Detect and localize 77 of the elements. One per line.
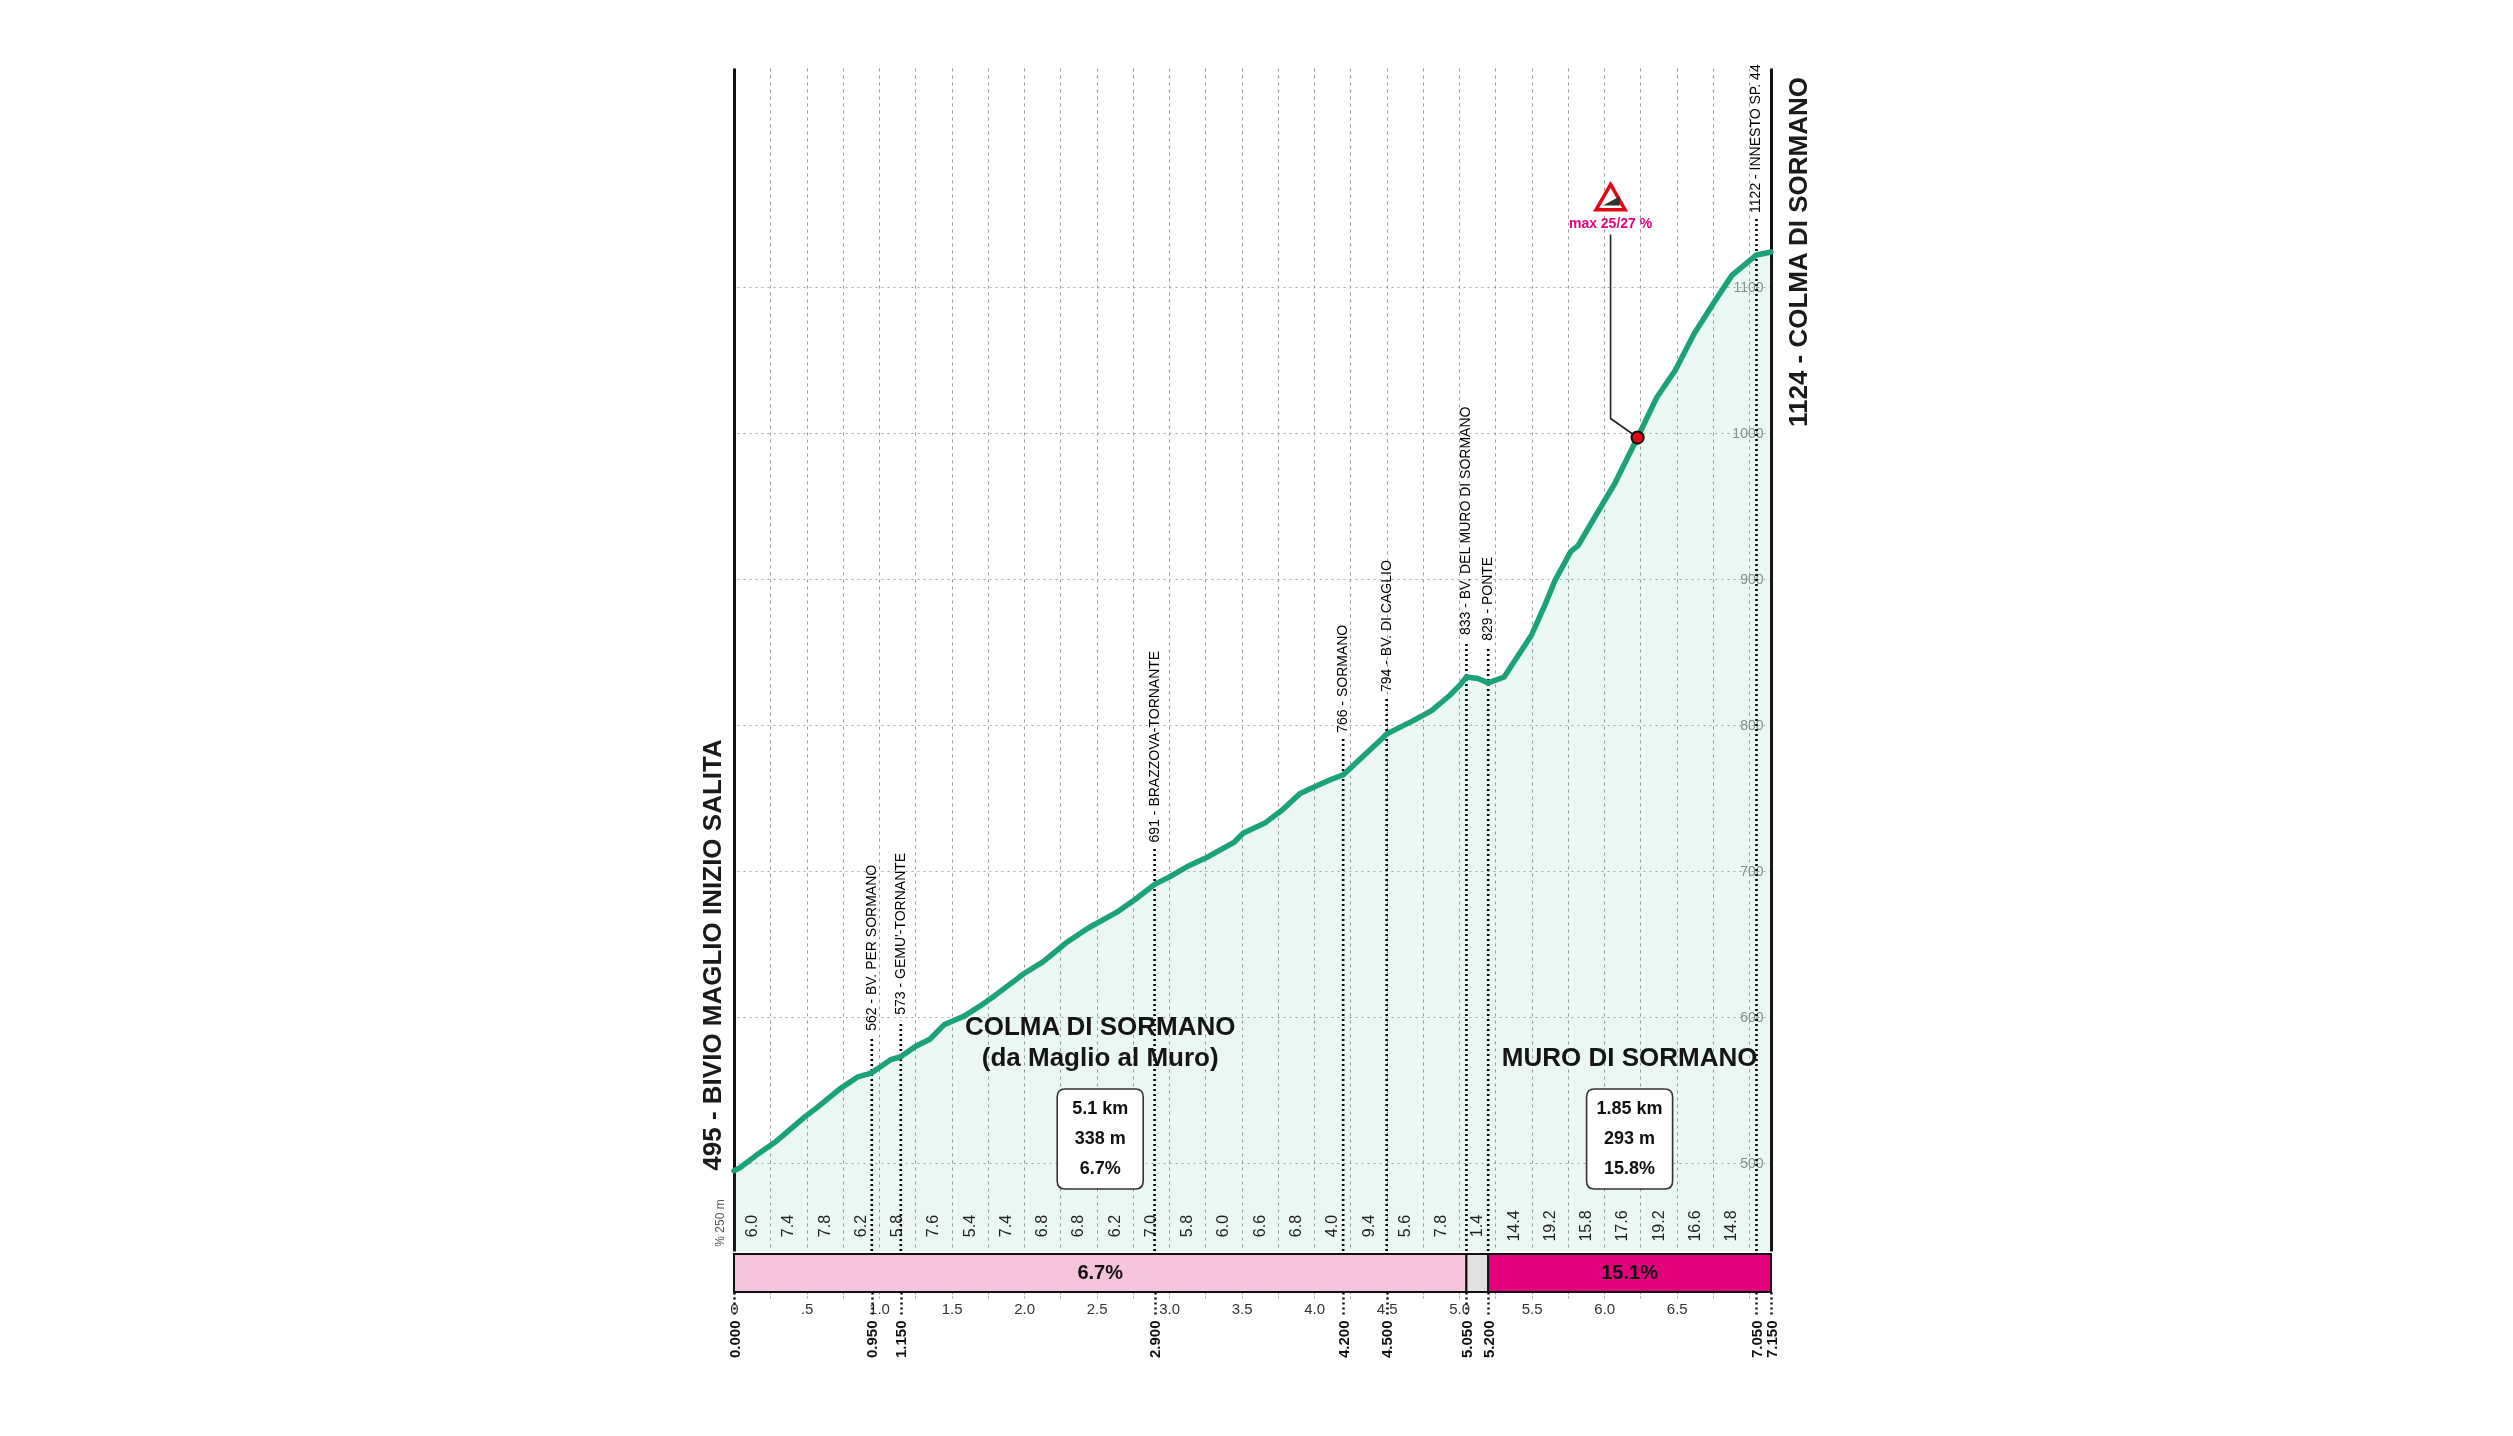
annotation: 7.0 (1141, 1214, 1159, 1238)
annotation: 6.8 (1033, 1214, 1051, 1238)
annotation: 4.0 (1323, 1214, 1341, 1238)
x-tick-label: 6.0 (1594, 1299, 1616, 1317)
y-tick-label: 500 (1740, 1154, 1764, 1171)
x-tick-label: 5.0 (1449, 1299, 1471, 1317)
y-tick-label: 1000 (1732, 424, 1764, 441)
x2-tick-label: 0.000 (725, 1320, 743, 1359)
x2-tick-label: 2.900 (1146, 1320, 1164, 1359)
annotation: MURO DI SORMANO (1501, 1042, 1758, 1072)
annotation: max 25/27 % (1568, 214, 1653, 231)
annotation: 7.6 (924, 1214, 942, 1238)
annotation: 7.4 (779, 1214, 797, 1238)
annotation: 5.8 (1178, 1214, 1196, 1238)
y-tick-label: 600 (1740, 1008, 1764, 1025)
annotation: COLMA DI SORMANO (da Maglio al Muro) (964, 1011, 1236, 1072)
annotation: 6.8 (1287, 1214, 1305, 1238)
x2-tick-label: 1.150 (892, 1320, 910, 1359)
annotation: 14.4 (1504, 1210, 1522, 1242)
annotation: 6.0 (743, 1214, 761, 1238)
ref-line-label: 766 - SORMANO (1334, 624, 1351, 733)
x-tick-label: 2.5 (1086, 1299, 1108, 1317)
text: % 250 m (713, 1199, 727, 1247)
x-tick-label: 6.5 (1666, 1299, 1688, 1317)
x-tick-label: .5 (800, 1299, 814, 1317)
x2-tick-label: 7.150 (1762, 1320, 1780, 1359)
x-tick-label: 0 (730, 1299, 739, 1317)
y-tick-label: 900 (1740, 570, 1764, 587)
ref-line-label: 562 - BV. PER SORMANO (862, 864, 879, 1031)
annotation: 19.2 (1540, 1210, 1558, 1242)
annotation: 1124 - COLMA DI SORMANO (1783, 76, 1813, 428)
annotation: 7.4 (996, 1214, 1014, 1238)
x2-tick-label: 5.200 (1479, 1320, 1497, 1359)
annotation: 5.6 (1395, 1214, 1413, 1238)
x-tick-label: 4.0 (1304, 1299, 1326, 1317)
ref-line-label: 794 - BV. DI CAGLIO (1377, 560, 1394, 692)
annotation: 495 - BIVIO MAGLIO INIZIO SALITA (697, 739, 727, 1171)
annotation: 16.6 (1685, 1210, 1703, 1242)
ref-line-label: 833 - BV. DEL MURO DI SORMANO (1457, 406, 1474, 636)
x2-tick-label: 0.950 (863, 1320, 881, 1359)
ref-line-label: 829 - PONTE (1479, 556, 1496, 641)
x-tick-label: 1.5 (941, 1299, 963, 1317)
annotation: 9.4 (1359, 1214, 1377, 1238)
annotation: 5.1 km 338 m 6.7% (1072, 1098, 1129, 1178)
annotation: 6.7% (1077, 1261, 1124, 1283)
ref-line-label: 691 - BRAZZOVA-TORNANTE (1145, 650, 1162, 843)
x-tick-label: 3.5 (1231, 1299, 1253, 1317)
annotation: 14.8 (1722, 1210, 1740, 1242)
ref-line-label: 1122 - INNESTO SP. 44 (1747, 64, 1764, 213)
annotation: 7.8 (815, 1214, 833, 1238)
x2-tick-label: 5.050 (1457, 1320, 1475, 1359)
y-tick-label: 700 (1740, 862, 1764, 879)
x2-tick-label: 4.500 (1378, 1320, 1396, 1359)
annotation: 7.8 (1432, 1214, 1450, 1238)
annotation: 17.6 (1613, 1210, 1631, 1242)
x-tick-label: 3.0 (1159, 1299, 1181, 1317)
x-tick-label: 5.5 (1521, 1299, 1543, 1317)
annotation: 5.8 (888, 1214, 906, 1238)
y-tick-label: 800 (1740, 716, 1764, 733)
x-tick-label: 2.0 (1014, 1299, 1035, 1317)
x-tick-label: 4.5 (1376, 1299, 1398, 1317)
annotation: 15.1% (1601, 1261, 1659, 1283)
annotation: 6.2 (851, 1214, 869, 1238)
x2-tick-label: 4.200 (1334, 1320, 1352, 1359)
annotation: 6.2 (1105, 1214, 1123, 1238)
x-tick-label: 1.0 (869, 1299, 890, 1317)
annotation: 1.4 (1468, 1214, 1486, 1238)
annotation: 6.6 (1250, 1214, 1268, 1238)
y-tick-label: 1100 (1733, 278, 1764, 295)
ref-line-label: 573 - GEMU'-TORNANTE (891, 852, 908, 1015)
annotation: 19.2 (1649, 1210, 1667, 1242)
annotation: 5.4 (960, 1214, 978, 1238)
annotation: 6.8 (1069, 1214, 1087, 1238)
annotation: 6.0 (1214, 1214, 1232, 1238)
x2-tick-label: 7.050 (1748, 1320, 1765, 1359)
annotation: 15.8 (1577, 1210, 1595, 1242)
annotation: 1.85 km 293 m 15.8% (1596, 1098, 1663, 1178)
